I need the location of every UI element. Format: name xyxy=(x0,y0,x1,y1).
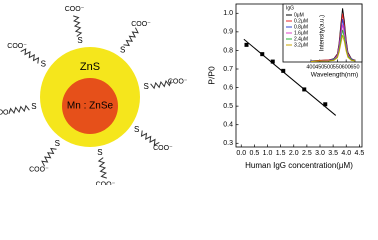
x-tick-label: 2.0 xyxy=(289,150,299,157)
x-tick-label: 1.0 xyxy=(263,150,273,157)
data-point xyxy=(270,59,275,64)
legend-label: 3.2μM xyxy=(294,42,308,48)
x-tick-label: 450 xyxy=(315,64,324,70)
ligand-end: COO⁻ xyxy=(0,109,12,116)
ligand-end: COO⁻ xyxy=(153,145,173,152)
y-tick-label: 0.9 xyxy=(223,29,233,36)
ligand-chain xyxy=(123,27,139,47)
ligand-chain xyxy=(73,15,83,37)
inset-background xyxy=(283,4,362,62)
x-tick-label: 600 xyxy=(342,64,351,70)
ligand-chain xyxy=(140,130,160,146)
inset-chart: 400 450 500 550 600 650 Wavelength(nm) Intensit… xyxy=(282,3,363,79)
x-tick-label: 0.0 xyxy=(236,150,246,157)
x-tick-label: 1.5 xyxy=(276,150,286,157)
legend-label: 0μM xyxy=(294,12,304,18)
legend-title: IgG xyxy=(286,5,294,11)
ligand-atom: S xyxy=(143,82,148,91)
ligand-end: COO⁻ xyxy=(168,78,188,85)
spectrum-line xyxy=(310,34,356,62)
y-tick-label: 0.5 xyxy=(223,103,233,110)
legend-label: 2.4μM xyxy=(294,36,308,42)
x-tick-label: 3.5 xyxy=(328,150,338,157)
ligand-atom: S xyxy=(55,139,60,148)
y-axis-label: P/P0 xyxy=(206,66,216,85)
ligand-end: COO⁻ xyxy=(65,6,85,13)
x-tick-label: 2.5 xyxy=(302,150,312,157)
fit-line xyxy=(243,38,337,116)
x-tick-label: 550 xyxy=(333,64,342,70)
data-point xyxy=(302,87,307,92)
ligand-end: COO⁻ xyxy=(7,43,27,50)
ligand-chain xyxy=(150,80,172,90)
data-point xyxy=(244,42,249,47)
ligand-end: COO⁻ xyxy=(131,21,151,28)
ligand-end: COO⁻ xyxy=(96,181,116,185)
figure: ZnS Mn : ZnSe S COO⁻ S COO⁻ S COO⁻ S COO⁻ S COO⁻ S… xyxy=(0,3,365,185)
ligand-atom: S xyxy=(31,102,36,111)
ligand-chain xyxy=(41,147,57,167)
y-tick-label: 0.8 xyxy=(223,47,233,54)
x-tick-label: 0.5 xyxy=(250,150,260,157)
ligand-atom: S xyxy=(41,59,46,68)
legend-label: 1.6μM xyxy=(294,30,308,36)
y-tick-label: 1.0 xyxy=(223,10,233,17)
ligand-chain xyxy=(8,104,30,114)
ligand-chain xyxy=(97,157,107,179)
legend-label: 0.2μM xyxy=(294,18,308,24)
legend-label: 0.8μM xyxy=(294,24,308,30)
x-axis-label: Human IgG concentration(μM) xyxy=(245,161,353,170)
y-axis-label: Intensity(a.u.) xyxy=(320,15,326,51)
ligand-atom: S xyxy=(120,45,125,54)
data-point xyxy=(260,52,265,57)
ligand-atom: S xyxy=(134,125,139,134)
y-tick-label: 0.6 xyxy=(223,84,233,91)
y-tick-label: 0.3 xyxy=(223,140,233,147)
plot-frame xyxy=(282,3,363,63)
x-tick-label: 500 xyxy=(324,64,333,70)
ligand-atom: S xyxy=(97,148,102,157)
y-tick-label: 0.4 xyxy=(223,122,233,129)
nanoparticle-diagram: ZnS Mn : ZnSe S COO⁻ S COO⁻ S COO⁻ S COO⁻ S COO⁻ S… xyxy=(0,6,188,185)
y-tick-label: 0.7 xyxy=(223,66,233,73)
x-tick-label: 4.0 xyxy=(341,150,351,157)
x-tick-label: 650 xyxy=(350,64,359,70)
data-point xyxy=(281,68,286,73)
shell-label: ZnS xyxy=(80,61,100,73)
ligand-chain xyxy=(20,48,40,64)
data-point xyxy=(323,102,328,107)
x-tick-label: 4.5 xyxy=(355,150,365,157)
x-tick-label: 400 xyxy=(306,64,315,70)
ligand-end: COO⁻ xyxy=(29,167,49,174)
x-tick-label: 3.0 xyxy=(315,150,325,157)
core-label: Mn : ZnSe xyxy=(67,101,114,112)
core xyxy=(62,78,118,134)
ligand-atom: S xyxy=(77,36,82,45)
x-axis-label: Wavelength(nm) xyxy=(311,72,358,79)
